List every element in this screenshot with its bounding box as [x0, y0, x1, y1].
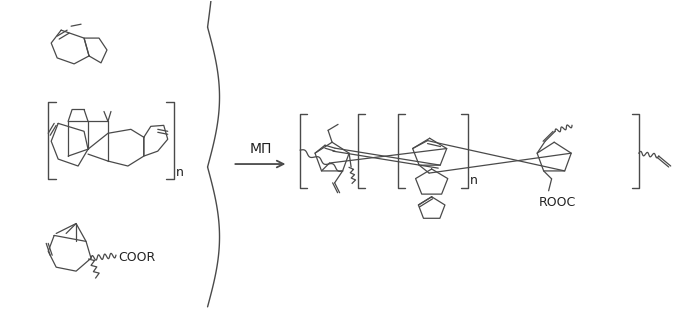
Text: МП: МП [249, 142, 272, 156]
Text: n: n [176, 166, 183, 179]
Text: COOR: COOR [118, 251, 155, 264]
Text: n: n [470, 174, 477, 187]
Text: ROOC: ROOC [539, 196, 576, 209]
